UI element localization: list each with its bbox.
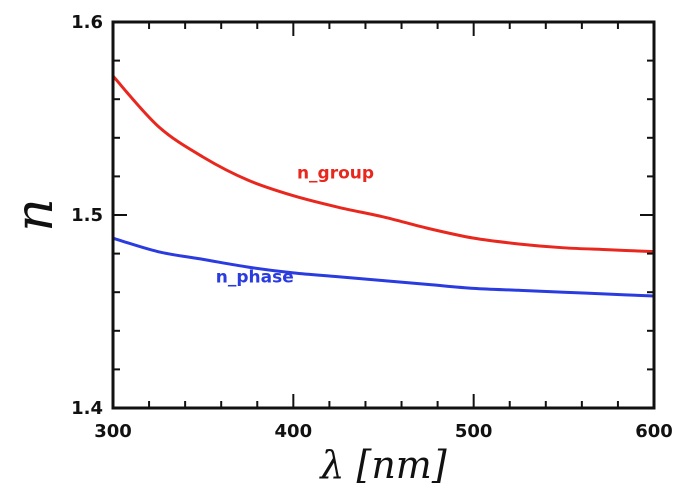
series-line-n-phase: [111, 236, 656, 298]
x-tick-label: 300: [94, 421, 132, 442]
y-axis-title: n: [5, 198, 65, 232]
plot-area: [111, 74, 656, 298]
x-tick-label: 500: [455, 421, 493, 442]
plot-frame: [111, 20, 656, 410]
series-label-n-phase: n_phase: [216, 268, 294, 288]
y-tick-label: 1.4: [71, 398, 103, 419]
x-tick-label: 600: [635, 421, 673, 442]
y-tick-label: 1.6: [71, 12, 103, 33]
series-label-n-group: n_group: [297, 163, 374, 183]
x-tick-label: 400: [275, 421, 313, 442]
series-line-n-group: [111, 74, 656, 254]
tick-labels: n_group n_phase 300 400 500 600 1.4 1.5 1.6: [71, 12, 673, 442]
y-tick-label: 1.5: [71, 205, 103, 226]
x-axis-title: λ [nm]: [318, 443, 446, 487]
